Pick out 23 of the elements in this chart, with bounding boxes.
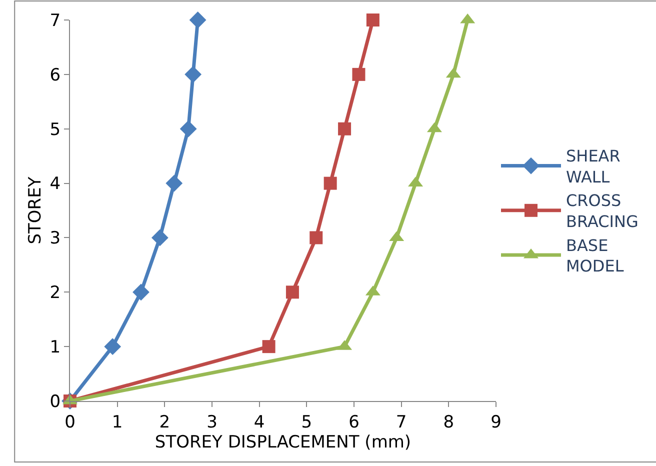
legend-label: SHEAR WALL xyxy=(566,146,620,186)
y-tick-label: 6 xyxy=(50,65,61,86)
x-tick-label: 0 xyxy=(64,412,76,432)
x-tick-label: 1 xyxy=(112,412,123,432)
y-axis-title: STOREY xyxy=(25,176,46,244)
y-tick-label: 1 xyxy=(50,338,61,358)
legend-label: BASE MODEL xyxy=(566,236,624,276)
x-axis-title: STOREY DISPLACEMENT (mm) xyxy=(154,432,412,452)
x-tick-label: 9 xyxy=(490,412,502,432)
y-tick-label: 7 xyxy=(50,10,61,31)
x-tick-label: 2 xyxy=(159,412,170,432)
x-tick-label: 6 xyxy=(348,412,360,432)
y-tick-label: 0 xyxy=(50,392,61,412)
x-tick-label: 4 xyxy=(254,412,265,432)
x-tick-label: 7 xyxy=(396,412,407,432)
x-tick-label: 5 xyxy=(301,412,312,432)
y-tick-label: 2 xyxy=(50,283,61,304)
legend-label: CROSS BRACING xyxy=(566,191,638,232)
x-tick-label: 8 xyxy=(443,412,454,432)
y-tick-label: 5 xyxy=(50,120,61,140)
y-tick-label: 4 xyxy=(50,174,61,194)
y-tick-label: 3 xyxy=(50,228,61,249)
x-tick-label: 3 xyxy=(206,412,218,432)
